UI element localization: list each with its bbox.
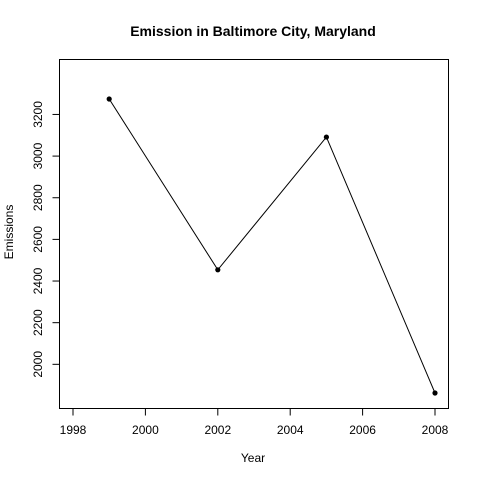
x-tick-label: 2006 — [349, 423, 376, 437]
y-tick-label: 2200 — [31, 309, 45, 336]
data-point — [215, 267, 221, 273]
x-axis: 1998 2000 2002 2004 2006 2008 — [60, 408, 449, 437]
y-tick-label: 3200 — [31, 101, 45, 128]
x-axis-label: Year — [241, 451, 265, 465]
series-line — [108, 98, 436, 394]
series — [106, 96, 438, 396]
x-tick-label: 2004 — [277, 423, 304, 437]
y-axis-label: Emissions — [2, 205, 16, 260]
y-tick-label: 3000 — [31, 142, 45, 169]
y-tick-label: 2600 — [31, 226, 45, 253]
y-axis: 2000 2200 2400 2600 2800 3000 3200 — [31, 101, 60, 378]
data-point — [432, 390, 438, 396]
data-point — [106, 96, 112, 102]
data-point — [323, 134, 329, 140]
x-tick-label: 2002 — [204, 423, 231, 437]
y-tick-label: 2800 — [31, 184, 45, 211]
x-tick-label: 2008 — [422, 423, 449, 437]
x-tick-label: 1998 — [60, 423, 87, 437]
chart-title: Emission in Baltimore City, Maryland — [130, 23, 376, 39]
x-tick-label: 2000 — [132, 423, 159, 437]
y-tick-label: 2000 — [31, 351, 45, 378]
y-tick-label: 2400 — [31, 267, 45, 294]
